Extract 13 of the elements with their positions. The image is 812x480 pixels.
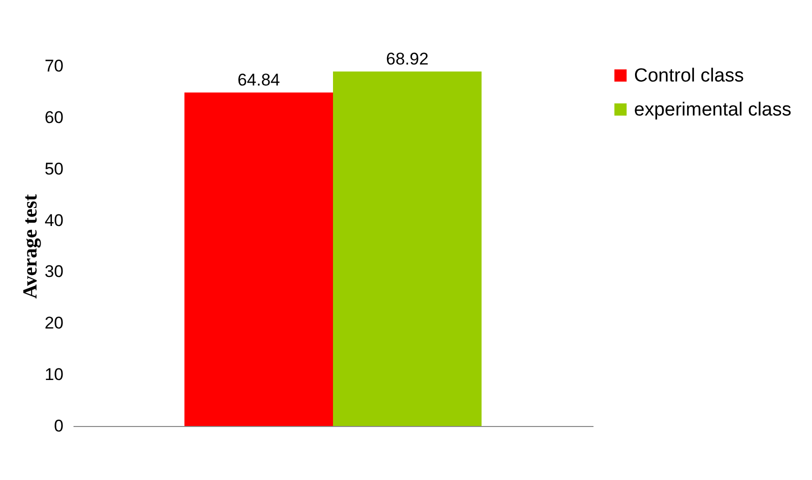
- y-tick-label: 70: [44, 56, 64, 76]
- y-tick-label: 60: [44, 108, 64, 127]
- y-tick-label: 40: [44, 210, 64, 230]
- data-label: 64.84: [237, 70, 280, 90]
- y-axis-title: Average test: [20, 194, 42, 299]
- y-tick-label: 50: [44, 159, 64, 178]
- y-tick-label: 10: [44, 365, 64, 384]
- y-tick-label: 0: [54, 416, 64, 436]
- y-tick-label: 20: [44, 314, 64, 333]
- legend-label: Control class: [634, 66, 744, 86]
- legend-label: experimental class: [634, 100, 792, 120]
- data-label: 68.92: [386, 50, 429, 69]
- y-tick-label: 30: [44, 262, 64, 282]
